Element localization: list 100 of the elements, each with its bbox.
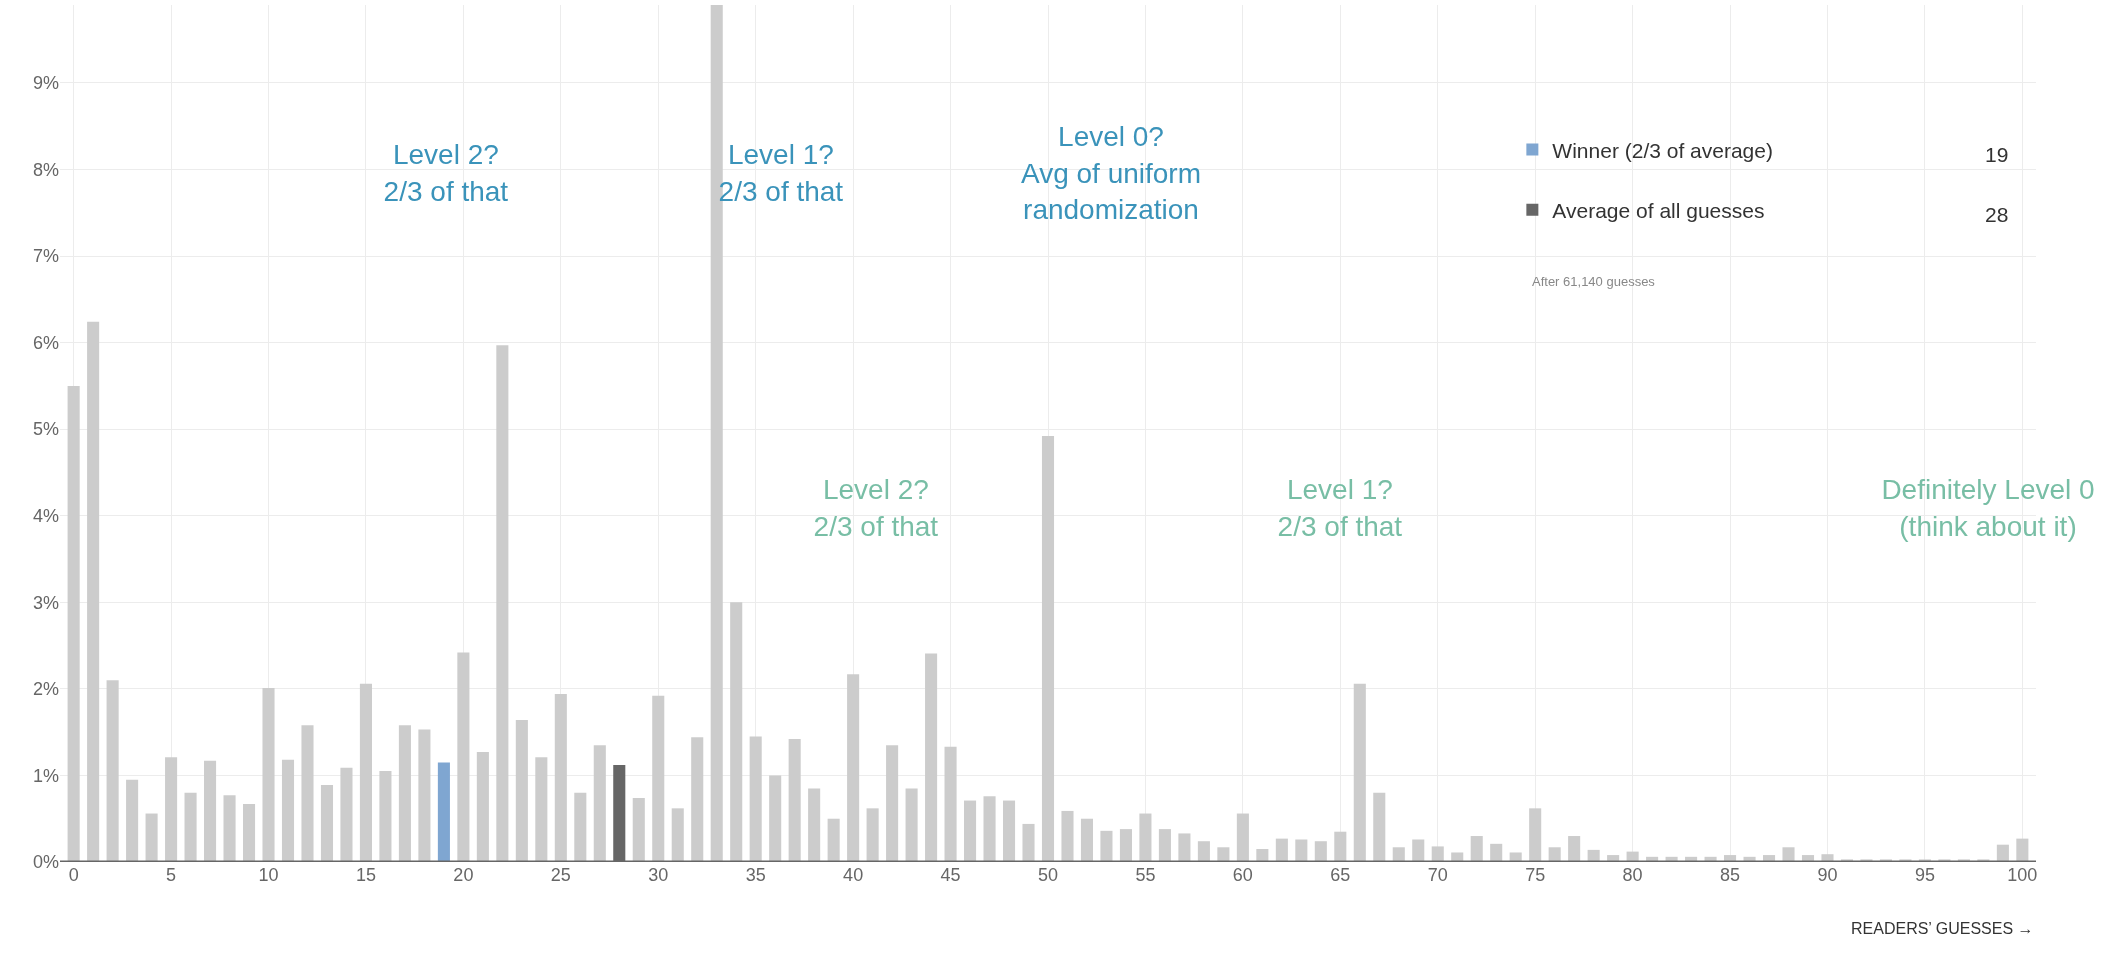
bar <box>1353 683 1366 862</box>
y-tick-label: 5% <box>32 419 59 440</box>
bar <box>574 792 587 862</box>
bar <box>847 674 860 862</box>
y-tick-label: 0% <box>32 852 59 873</box>
bar <box>1548 847 1561 862</box>
bar <box>632 797 645 862</box>
bar <box>1022 823 1035 862</box>
x-tick-label: 0 <box>68 865 79 885</box>
bar <box>1275 838 1288 862</box>
x-tick-label: 35 <box>745 865 766 885</box>
x-tick-label: 100 <box>2007 865 2038 885</box>
bar <box>184 792 197 862</box>
bar <box>457 652 470 862</box>
bar <box>1041 436 1055 862</box>
x-tick-label: 75 <box>1525 865 1546 885</box>
bar <box>652 695 665 862</box>
bar <box>1782 847 1795 862</box>
bar <box>418 729 431 862</box>
bar <box>87 321 100 862</box>
bar <box>593 745 606 862</box>
bar <box>535 757 548 862</box>
x-tick-label: 70 <box>1427 865 1448 885</box>
y-tick-label: 1% <box>32 765 59 786</box>
bar <box>788 739 801 862</box>
bar <box>262 688 275 862</box>
bar <box>437 762 450 862</box>
bar <box>320 784 334 862</box>
bar <box>925 653 938 862</box>
bar <box>1392 847 1405 862</box>
bar <box>1490 843 1503 862</box>
x-tick-label: 10 <box>258 865 279 885</box>
bar <box>1334 831 1347 862</box>
x-tick-label: 40 <box>843 865 864 885</box>
bar <box>1587 849 1600 862</box>
bar <box>2016 838 2029 862</box>
y-tick-label: 3% <box>32 592 59 613</box>
bar <box>1178 833 1191 862</box>
legend-label: Winner (2/3 of average) <box>1552 138 1773 162</box>
bar <box>827 818 840 862</box>
bar <box>1217 847 1230 862</box>
annotation: Level 2? 2/3 of that <box>813 474 939 542</box>
bar <box>204 760 217 862</box>
y-tick-label: 2% <box>32 679 59 700</box>
bar <box>886 745 899 862</box>
bar <box>1412 839 1425 862</box>
bar <box>145 813 158 862</box>
bar <box>223 795 236 862</box>
bar <box>769 775 782 862</box>
bar <box>515 720 528 862</box>
bar <box>1100 830 1113 862</box>
bar <box>126 779 139 862</box>
bar <box>379 771 392 862</box>
bar <box>749 736 762 862</box>
bar <box>1996 844 2009 862</box>
bar <box>165 757 178 862</box>
bar <box>1236 813 1249 862</box>
x-tick-label: 50 <box>1037 865 1059 885</box>
bar <box>1002 800 1016 862</box>
bar <box>476 752 489 862</box>
x-tick-label: 20 <box>453 865 474 885</box>
bar <box>1451 852 1464 862</box>
y-tick-label: 7% <box>32 246 59 267</box>
bar <box>730 602 743 862</box>
x-tick-label: 30 <box>648 865 669 885</box>
bar <box>1314 841 1327 862</box>
bar <box>964 800 977 862</box>
x-tick-label: 80 <box>1622 865 1643 885</box>
annotation: Level 1? 2/3 of that <box>718 139 844 207</box>
bar <box>866 808 879 862</box>
bar <box>1470 836 1483 862</box>
x-tick-label: 60 <box>1232 865 1253 885</box>
bar <box>359 683 372 862</box>
bar <box>67 385 80 862</box>
bar <box>905 788 918 862</box>
x-tick-label: 85 <box>1720 865 1741 885</box>
legend-label: Average of all guesses <box>1552 198 1765 222</box>
bar <box>1158 829 1171 862</box>
x-tick-label: 5 <box>166 865 177 885</box>
bar <box>242 804 256 862</box>
x-tick-label: 90 <box>1817 865 1838 885</box>
x-tick-label: 65 <box>1330 865 1351 885</box>
bar <box>106 680 119 862</box>
bar <box>554 694 567 862</box>
bar <box>281 759 295 862</box>
bar <box>983 796 996 862</box>
bar <box>671 808 684 862</box>
x-tick-label: 45 <box>940 865 961 885</box>
bar <box>1373 792 1386 862</box>
bar <box>691 737 704 862</box>
bar <box>1061 810 1074 862</box>
bar <box>1568 836 1581 862</box>
bar <box>1509 852 1522 862</box>
annotation: Definitely Level 0 (think about it) <box>1881 474 2095 542</box>
bar <box>301 725 314 862</box>
bar <box>1080 818 1094 862</box>
bar <box>1139 813 1152 862</box>
x-tick-label: 95 <box>1914 865 1935 885</box>
bar <box>1295 839 1308 862</box>
bar <box>1256 849 1269 862</box>
